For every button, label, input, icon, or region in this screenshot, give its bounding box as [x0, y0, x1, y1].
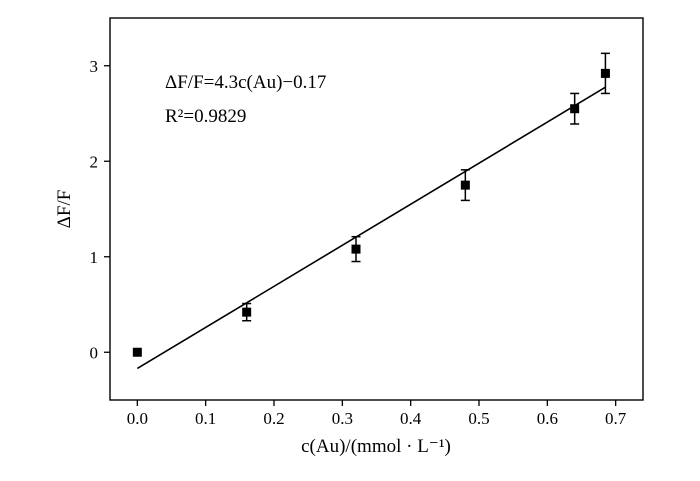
data-point	[570, 104, 580, 114]
y-tick-label: 0	[90, 343, 99, 362]
data-point	[600, 68, 610, 78]
y-axis: 0 1 2 3	[90, 57, 110, 362]
y-tick-label: 2	[90, 152, 99, 171]
plot-frame	[109, 17, 644, 401]
x-axis: 0.0 0.1 0.2 0.3 0.4 0.5 0.6 0.7	[127, 400, 627, 428]
fit-line	[136, 86, 606, 370]
data-point	[351, 244, 361, 254]
data-point	[132, 347, 142, 357]
x-tick-label: 0.1	[195, 409, 216, 428]
x-tick-label: 0.5	[468, 409, 489, 428]
x-tick-label: 0.7	[605, 409, 627, 428]
x-tick-label: 0.0	[127, 409, 148, 428]
y-tick-label: 1	[90, 248, 99, 267]
data-point	[242, 307, 252, 317]
x-axis-title: c(Au)/(mmol · L⁻¹)	[301, 436, 451, 457]
x-tick-label: 0.6	[537, 409, 558, 428]
x-tick-label: 0.2	[263, 409, 284, 428]
data-point	[460, 180, 470, 190]
x-tick-label: 0.4	[400, 409, 422, 428]
data-points-layer	[132, 52, 610, 357]
y-tick-label: 3	[90, 57, 99, 76]
r-squared: R²=0.9829	[165, 106, 246, 127]
x-tick-label: 0.3	[332, 409, 353, 428]
fit-line-layer	[136, 86, 606, 370]
fit-equation: ΔF/F=4.3c(Au)−0.17	[165, 72, 326, 93]
y-axis-title: ΔF/F	[54, 190, 75, 229]
